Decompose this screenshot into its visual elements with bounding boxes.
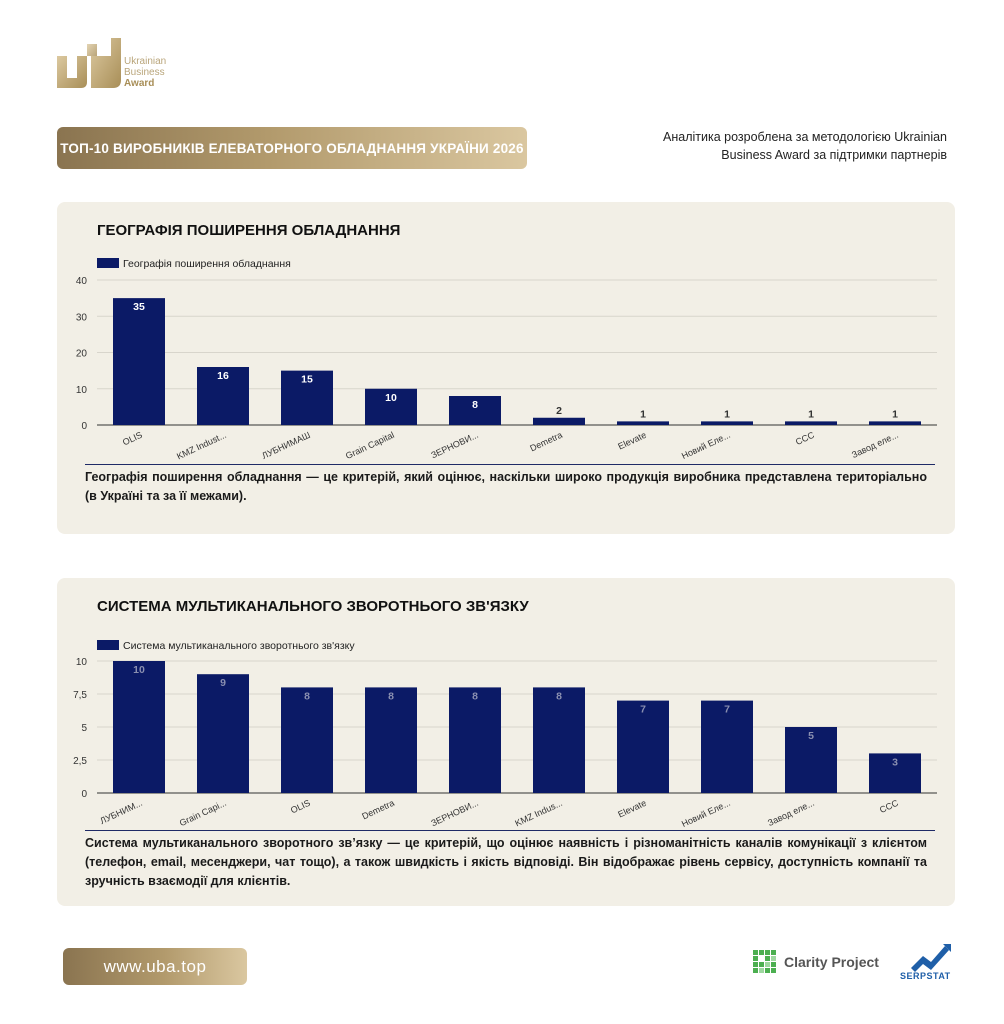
- y-tick-label: 5: [81, 723, 87, 734]
- logo-text: Ukrainian Business Award: [124, 56, 166, 89]
- category-label: ЛУБНИМАШ: [260, 430, 312, 461]
- bar-value-label: 8: [556, 690, 562, 702]
- bar-value-label: 1: [808, 408, 814, 420]
- bar: [113, 298, 165, 425]
- bar: [197, 674, 249, 793]
- bar: [617, 700, 669, 793]
- clarity-project-name: Clarity Project: [784, 954, 879, 970]
- divider: [85, 830, 935, 831]
- divider: [85, 464, 935, 465]
- bar-value-label: 8: [472, 399, 478, 411]
- bar: [365, 388, 417, 425]
- bar: [533, 417, 585, 425]
- y-tick-label: 10: [76, 385, 88, 396]
- y-tick-label: 7,5: [73, 690, 87, 701]
- bar: [197, 367, 249, 425]
- bar-chart-feedback: Система мультиканального зворотнього зв'…: [73, 640, 937, 829]
- category-label: KMZ Indust...: [175, 430, 228, 462]
- bar-value-label: 9: [220, 677, 226, 689]
- category-label: Demetra: [360, 798, 396, 822]
- bar: [449, 396, 501, 425]
- bar-value-label: 10: [385, 392, 397, 404]
- category-label: Завод еле...: [766, 798, 816, 828]
- bar-value-label: 15: [301, 374, 313, 386]
- chart-title: ГЕОГРАФІЯ ПОШИРЕННЯ ОБЛАДНАННЯ: [97, 222, 401, 239]
- page-title: ТОП-10 ВИРОБНИКІВ ЕЛЕВАТОРНОГО ОБЛАДНАНН…: [57, 127, 527, 169]
- y-tick-label: 0: [81, 421, 87, 432]
- category-label: Новий Еле...: [680, 798, 732, 829]
- category-label: OLIS: [121, 430, 144, 448]
- category-label: Новий Еле...: [680, 430, 732, 461]
- bar-value-label: 1: [892, 408, 898, 420]
- bar-value-label: 5: [808, 730, 814, 742]
- category-label: Elevate: [616, 430, 647, 452]
- category-label: Завод еле...: [850, 430, 900, 460]
- y-tick-label: 10: [76, 657, 88, 668]
- category-label: Demetra: [528, 430, 564, 454]
- chart-card-geography: ГЕОГРАФІЯ ПОШИРЕННЯ ОБЛАДНАННЯ Географія…: [57, 202, 955, 534]
- legend-label: Географія поширення обладнання: [123, 258, 291, 270]
- bar: [785, 421, 837, 425]
- category-label: CCC: [878, 798, 900, 816]
- bar: [533, 687, 585, 793]
- bar: [449, 687, 501, 793]
- website-link[interactable]: www.uba.top: [63, 948, 247, 985]
- bar-value-label: 35: [133, 301, 145, 313]
- bar-value-label: 8: [304, 690, 310, 702]
- bar: [365, 687, 417, 793]
- bar: [281, 687, 333, 793]
- category-label: OLIS: [289, 798, 312, 816]
- y-tick-label: 2,5: [73, 756, 87, 767]
- bar-value-label: 3: [892, 756, 898, 768]
- legend-swatch: [97, 640, 119, 650]
- category-label: ЗЕРНОВИ...: [429, 430, 479, 461]
- y-tick-label: 0: [81, 789, 87, 800]
- serpstat-name: SERPSTAT: [900, 971, 951, 981]
- bar: [701, 421, 753, 425]
- chart-description: Система мультиканального зворотного зв’я…: [85, 836, 927, 888]
- bar-value-label: 8: [388, 690, 394, 702]
- bar: [617, 421, 669, 425]
- bar: [701, 700, 753, 793]
- chart-card-feedback: СИСТЕМА МУЛЬТИКАНАЛЬНОГО ЗВОРОТНЬОГО ЗВ'…: [57, 578, 955, 906]
- chart-description: Географія поширення обладнання — це крит…: [85, 470, 927, 503]
- bar-value-label: 2: [556, 405, 562, 417]
- category-label: ЛУБНИМ...: [98, 798, 143, 826]
- bar: [869, 421, 921, 425]
- chart-title: СИСТЕМА МУЛЬТИКАНАЛЬНОГО ЗВОРОТНЬОГО ЗВ'…: [97, 598, 529, 615]
- clarity-project-logo: Clarity Project: [752, 948, 879, 976]
- bar-value-label: 10: [133, 664, 145, 676]
- bar-value-label: 1: [724, 408, 730, 420]
- logo-line3: Award: [124, 78, 155, 89]
- bar: [869, 753, 921, 793]
- bar-value-label: 16: [217, 370, 229, 382]
- legend-label: Система мультиканального зворотнього зв'…: [123, 640, 355, 652]
- bar-value-label: 7: [640, 704, 646, 716]
- category-label: Grain Capi...: [178, 798, 228, 828]
- bar: [281, 370, 333, 425]
- category-label: Elevate: [616, 798, 647, 820]
- bar-value-label: 8: [472, 690, 478, 702]
- category-label: ЗЕРНОВИ...: [429, 798, 479, 829]
- uba-logo: [57, 38, 121, 88]
- category-label: CCC: [794, 430, 816, 448]
- methodology-note: Аналітика розроблена за методологією Ukr…: [663, 130, 947, 162]
- bar: [113, 661, 165, 793]
- logo-line2: Business: [124, 67, 165, 78]
- clarity-grid-icon: [752, 949, 778, 975]
- logo-line1: Ukrainian: [124, 56, 167, 67]
- bar-value-label: 7: [724, 704, 730, 716]
- y-tick-label: 40: [76, 276, 88, 287]
- bar-chart-geography: Географія поширення обладнання 0 10 20 30 40 3…: [76, 258, 937, 462]
- bar-value-label: 1: [640, 408, 646, 420]
- serpstat-logo-icon: [911, 944, 951, 972]
- y-tick-label: 20: [76, 349, 88, 360]
- legend-swatch: [97, 258, 119, 268]
- y-tick-label: 30: [76, 312, 88, 323]
- bar: [785, 727, 837, 793]
- category-label: KMZ Indus...: [513, 798, 563, 829]
- category-label: Grain Capital: [344, 430, 396, 461]
